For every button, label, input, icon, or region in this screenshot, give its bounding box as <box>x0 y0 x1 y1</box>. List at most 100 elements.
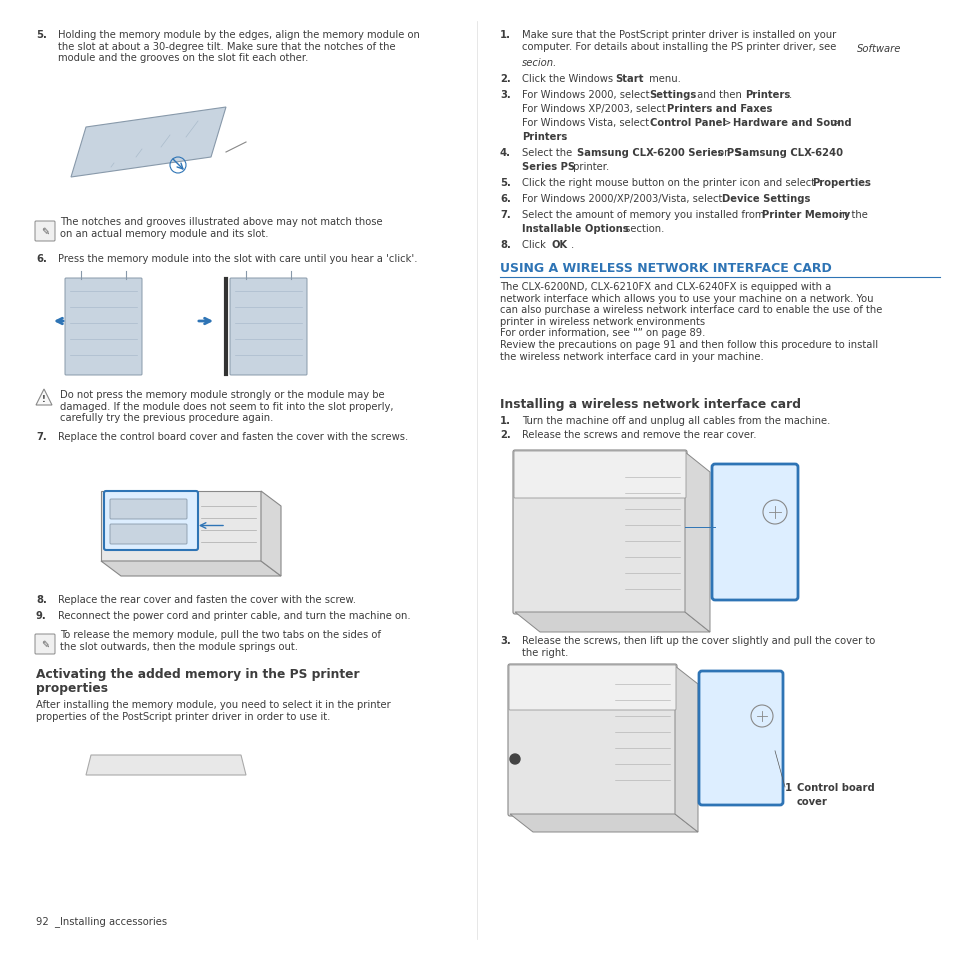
Polygon shape <box>71 108 226 178</box>
Polygon shape <box>515 613 709 633</box>
Text: Select the: Select the <box>521 148 575 158</box>
Text: Installable Options: Installable Options <box>521 224 628 233</box>
Text: 92  _Installing accessories: 92 _Installing accessories <box>36 915 167 926</box>
Text: For Windows XP/2003, select: For Windows XP/2003, select <box>521 104 668 113</box>
FancyBboxPatch shape <box>104 492 198 551</box>
Text: Settings: Settings <box>648 90 696 100</box>
Text: Release the screws and remove the rear cover.: Release the screws and remove the rear c… <box>521 430 756 439</box>
Polygon shape <box>36 390 52 406</box>
Text: .: . <box>762 104 765 113</box>
Text: .: . <box>571 240 574 250</box>
Text: 6.: 6. <box>499 193 511 204</box>
Text: Start: Start <box>615 74 643 84</box>
Text: Printer Memory: Printer Memory <box>761 210 849 220</box>
Text: cover: cover <box>796 796 827 806</box>
Text: section.: section. <box>621 224 663 233</box>
Text: Click: Click <box>521 240 548 250</box>
Text: 9.: 9. <box>36 610 47 620</box>
Text: 5.: 5. <box>499 178 511 188</box>
FancyBboxPatch shape <box>110 524 187 544</box>
Text: Replace the rear cover and fasten the cover with the screw.: Replace the rear cover and fasten the co… <box>58 595 355 604</box>
Text: 6.: 6. <box>36 253 47 264</box>
Text: !: ! <box>42 395 46 404</box>
Polygon shape <box>510 814 698 832</box>
Polygon shape <box>675 666 698 832</box>
Polygon shape <box>261 492 281 577</box>
FancyBboxPatch shape <box>230 278 307 375</box>
Text: 7.: 7. <box>36 432 47 441</box>
FancyBboxPatch shape <box>513 451 686 615</box>
Text: Device Settings: Device Settings <box>721 193 809 204</box>
Text: >: > <box>828 118 840 128</box>
Text: Make sure that the PostScript printer driver is installed on your
computer. For : Make sure that the PostScript printer dr… <box>521 30 839 51</box>
Text: 1: 1 <box>784 782 791 792</box>
Text: Printers: Printers <box>744 90 789 100</box>
Text: menu.: menu. <box>645 74 680 84</box>
Text: Do not press the memory module strongly or the module may be
damaged. If the mod: Do not press the memory module strongly … <box>60 390 393 423</box>
Text: For Windows 2000, select: For Windows 2000, select <box>521 90 652 100</box>
Text: 1.: 1. <box>499 30 511 40</box>
Text: USING A WIRELESS NETWORK INTERFACE CARD: USING A WIRELESS NETWORK INTERFACE CARD <box>499 262 831 274</box>
FancyBboxPatch shape <box>514 452 685 498</box>
Text: Press the memory module into the slot with care until you hear a 'click'.: Press the memory module into the slot wi… <box>58 253 417 264</box>
Circle shape <box>510 754 519 764</box>
Text: >: > <box>720 118 734 128</box>
Text: 8.: 8. <box>499 240 511 250</box>
Text: and then: and then <box>693 90 744 100</box>
Text: 3.: 3. <box>499 636 510 645</box>
FancyBboxPatch shape <box>509 665 676 710</box>
Text: OK: OK <box>552 240 568 250</box>
Text: Hardware and Sound: Hardware and Sound <box>732 118 851 128</box>
Text: Turn the machine off and unplug all cables from the machine.: Turn the machine off and unplug all cabl… <box>521 416 829 426</box>
Text: For Windows Vista, select: For Windows Vista, select <box>521 118 652 128</box>
Text: .: . <box>801 193 803 204</box>
Text: Replace the control board cover and fasten the cover with the screws.: Replace the control board cover and fast… <box>58 432 408 441</box>
Text: Holding the memory module by the edges, align the memory module on
the slot at a: Holding the memory module by the edges, … <box>58 30 419 63</box>
Text: printer.: printer. <box>569 162 609 172</box>
Polygon shape <box>101 561 281 577</box>
Text: Select the amount of memory you installed from: Select the amount of memory you installe… <box>521 210 767 220</box>
FancyBboxPatch shape <box>35 222 55 242</box>
Text: in the: in the <box>835 210 867 220</box>
Text: For Windows 2000/XP/2003/Vista, select: For Windows 2000/XP/2003/Vista, select <box>521 193 724 204</box>
Text: .: . <box>863 178 866 188</box>
Text: 2.: 2. <box>499 430 510 439</box>
Text: The CLX-6200ND, CLX-6210FX and CLX-6240FX is equipped with a
network interface w: The CLX-6200ND, CLX-6210FX and CLX-6240F… <box>499 282 882 361</box>
Text: Control board: Control board <box>796 782 874 792</box>
Text: Software: Software <box>856 44 901 54</box>
Text: 5.: 5. <box>36 30 47 40</box>
Text: Printers: Printers <box>521 132 567 142</box>
Text: .: . <box>563 132 567 142</box>
Polygon shape <box>86 755 246 775</box>
FancyBboxPatch shape <box>711 464 797 600</box>
Text: 1.: 1. <box>499 416 511 426</box>
Text: Installing a wireless network interface card: Installing a wireless network interface … <box>499 397 801 411</box>
Text: Release the screws, then lift up the cover slightly and pull the cover to
the ri: Release the screws, then lift up the cov… <box>521 636 874 657</box>
Text: 2.: 2. <box>499 74 510 84</box>
Text: Printers and Faxes: Printers and Faxes <box>666 104 772 113</box>
Text: 3.: 3. <box>499 90 510 100</box>
Text: secion.: secion. <box>521 58 557 68</box>
Text: Series PS: Series PS <box>521 162 575 172</box>
Text: properties: properties <box>36 681 108 695</box>
FancyBboxPatch shape <box>35 635 55 655</box>
Text: To release the memory module, pull the two tabs on the sides of
the slot outward: To release the memory module, pull the t… <box>60 629 380 651</box>
Text: The notches and grooves illustrated above may not match those
on an actual memor: The notches and grooves illustrated abov… <box>60 216 382 238</box>
Text: ✎: ✎ <box>41 227 49 236</box>
Text: Control Panel: Control Panel <box>649 118 725 128</box>
Text: or: or <box>714 148 731 158</box>
Polygon shape <box>684 453 709 633</box>
Text: Activating the added memory in the PS printer: Activating the added memory in the PS pr… <box>36 667 359 680</box>
Text: Click the Windows: Click the Windows <box>521 74 616 84</box>
Polygon shape <box>101 492 261 561</box>
Text: Reconnect the power cord and printer cable, and turn the machine on.: Reconnect the power cord and printer cab… <box>58 610 410 620</box>
Text: Samsung CLX-6200 Series PS: Samsung CLX-6200 Series PS <box>577 148 740 158</box>
Text: ✎: ✎ <box>41 639 49 649</box>
Text: Properties: Properties <box>811 178 870 188</box>
Text: Samsung CLX-6240: Samsung CLX-6240 <box>734 148 842 158</box>
Text: 8.: 8. <box>36 595 47 604</box>
FancyBboxPatch shape <box>110 499 187 519</box>
FancyBboxPatch shape <box>507 664 677 816</box>
FancyBboxPatch shape <box>65 278 142 375</box>
Text: .: . <box>788 90 791 100</box>
